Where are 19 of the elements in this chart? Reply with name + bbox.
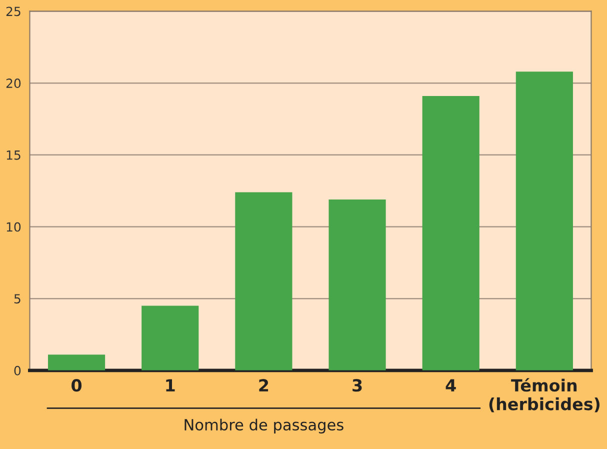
bar [142,306,199,370]
y-tick-label: 0 [14,366,21,376]
x-tick-label: Témoin (herbicides) [489,378,600,412]
y-tick-label: 15 [6,150,20,160]
y-tick-label: 5 [14,294,20,304]
x-tick-label: 1 [166,379,175,392]
x-tick-label: 3 [352,379,362,392]
x-tick-label: 2 [259,379,268,392]
y-tick-label: 25 [6,6,20,16]
x-tick-label: 0 [72,379,82,392]
bar [48,354,106,370]
y-tick-label: 20 [6,78,21,88]
x-tick-label: 4 [446,379,456,392]
x-axis-title: Nombre de passages [184,418,344,434]
bar [235,192,292,370]
bar [516,72,573,370]
y-tick-label: 10 [6,222,21,232]
bar [422,96,480,370]
bar [328,199,386,370]
